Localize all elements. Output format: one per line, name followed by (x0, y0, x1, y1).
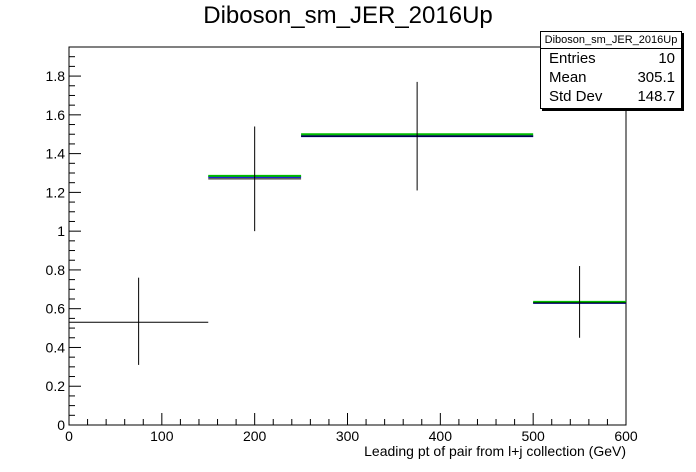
stddev-value: 148.7 (637, 88, 675, 105)
stats-row-stddev: Std Dev 148.7 (541, 87, 681, 106)
axes-group: 0 100 200 300 400 500 600 0 0.2 0.4 0.6 0.8 1 1.2 1.4 1… (46, 46, 638, 444)
y-tick-label: 1.4 (46, 146, 66, 162)
y-tick-label: 0.2 (46, 378, 66, 394)
y-tick-label: 1.2 (46, 184, 66, 200)
chart-title: Diboson_sm_JER_2016Up (203, 2, 493, 29)
mean-label: Mean (549, 69, 587, 86)
x-tick-label: 100 (150, 428, 174, 444)
x-tick-label: 200 (243, 428, 267, 444)
x-tick-label: 300 (336, 428, 360, 444)
x-tick-label: 500 (521, 428, 545, 444)
y-tick-label: 0.6 (46, 301, 66, 317)
y-tick-label: 1 (57, 223, 65, 239)
stats-box: Diboson_sm_JER_2016Up Entries 10 Mean 30… (540, 31, 682, 109)
mean-value: 305.1 (637, 69, 675, 86)
x-tick-label: 400 (429, 428, 453, 444)
entries-label: Entries (549, 50, 596, 67)
x-axis-label: Leading pt of pair from l+j collection (… (364, 443, 626, 459)
data-points-group (69, 81, 626, 365)
stddev-label: Std Dev (549, 88, 603, 105)
y-tick-label: 0 (57, 417, 65, 433)
stats-row-mean: Mean 305.1 (541, 68, 681, 87)
y-tick-label: 1.8 (46, 68, 66, 84)
y-tick-label: 1.6 (46, 107, 66, 123)
x-tick-label: 0 (65, 428, 73, 444)
stats-row-entries: Entries 10 (541, 49, 681, 68)
stats-header: Diboson_sm_JER_2016Up (541, 32, 681, 49)
y-tick-label: 0.4 (46, 339, 66, 355)
entries-value: 10 (658, 50, 675, 67)
y-tick-label: 0.8 (46, 262, 66, 278)
x-tick-label: 600 (614, 428, 638, 444)
